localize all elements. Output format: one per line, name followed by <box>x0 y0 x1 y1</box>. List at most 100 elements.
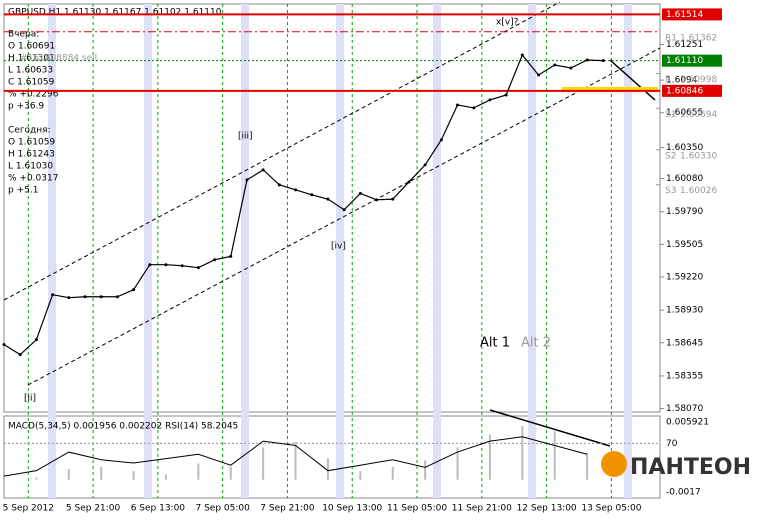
wave-label: x[v]? <box>496 18 519 28</box>
level-label: 1.60846 <box>666 86 703 96</box>
macd-bar <box>294 442 297 480</box>
info-line: p +36.9 <box>8 102 44 112</box>
macd-min-label: -0.0017 <box>666 488 701 498</box>
y-tick-label: 1.59790 <box>666 207 703 217</box>
pivot-value: 1.60998 <box>680 75 717 85</box>
pivot-name: S1 <box>665 110 676 120</box>
price-point <box>261 168 265 172</box>
price-point <box>180 264 184 268</box>
pivot-value: 1.60694 <box>680 110 717 120</box>
session-band <box>48 4 56 498</box>
pivot-name: S2 <box>665 151 676 161</box>
info-line: O 1.60691 <box>8 42 55 52</box>
macd-bar <box>424 460 427 480</box>
level-label: 1.61110 <box>666 56 703 66</box>
price-point <box>164 263 168 267</box>
price-point <box>51 293 55 297</box>
price-point <box>585 58 589 62</box>
y-tick-label: 1.58645 <box>666 338 703 348</box>
price-point <box>456 103 460 107</box>
alt-label: Alt 2 <box>521 336 551 351</box>
target-zone <box>562 87 658 92</box>
info-line: p +5.1 <box>8 186 38 196</box>
price-point <box>2 343 6 347</box>
info-line: H 1.61301 <box>8 54 55 64</box>
session-bands <box>48 4 632 498</box>
order-label: #151808884 sell <box>20 54 97 64</box>
price-point <box>553 63 557 67</box>
chart-title: GBPUSD,H1 1.61130 1.61167 1.61102 1.6111… <box>8 8 222 18</box>
macd-bar <box>326 458 329 480</box>
y-tick-label: 1.58070 <box>666 404 703 414</box>
pivot-name: P <box>665 75 671 85</box>
price-point <box>83 295 87 299</box>
level-box <box>662 8 722 21</box>
info-line: C 1.61059 <box>8 78 55 88</box>
macd-bar <box>488 434 491 480</box>
price-point <box>423 163 427 167</box>
price-point <box>213 258 217 262</box>
y-tick-label: 1.61251 <box>666 40 703 50</box>
x-tick-label: 7 Sep 05:00 <box>195 504 250 514</box>
level-label: 1.61514 <box>666 10 703 20</box>
macd-max-label: 0.005921 <box>666 418 709 428</box>
wave-label: [ii] <box>24 394 36 404</box>
x-tick-label: 5 Sep 2012 <box>3 504 54 514</box>
trend-line <box>609 59 656 101</box>
info-title: Сегодня: <box>8 126 51 136</box>
session-band <box>144 4 152 498</box>
price-point <box>196 266 200 270</box>
macd-bar <box>132 471 135 480</box>
logo-icon <box>601 451 627 477</box>
info-line: H 1.61243 <box>8 150 55 160</box>
channel-line <box>3 1 561 301</box>
grid <box>27 4 612 498</box>
info-line: L 1.60633 <box>8 66 53 76</box>
price-panel <box>3 3 661 413</box>
y-tick-label: 1.60080 <box>666 174 703 184</box>
x-tick-label: 10 Sep 13:00 <box>322 504 382 514</box>
x-tick-label: 5 Sep 21:00 <box>66 504 121 514</box>
indicator-panel <box>3 415 661 499</box>
price-point <box>148 263 152 267</box>
y-tick-label: 1.60655 <box>666 108 703 118</box>
price-point <box>34 338 38 342</box>
macd-bar <box>456 447 459 480</box>
price-point <box>326 197 330 201</box>
info-panel: Вчера: O 1.60691 H 1.61301 L 1.60633 C 1.610… <box>8 30 59 196</box>
price-point <box>67 296 71 300</box>
price-line <box>3 53 604 356</box>
info-line: % +0.0317 <box>8 174 58 184</box>
price-point <box>277 183 281 187</box>
pivot-value: 1.60026 <box>680 186 717 196</box>
x-tick-label: 6 Sep 13:00 <box>131 504 186 514</box>
y-tick-label: 1.60350 <box>666 143 703 153</box>
session-band <box>336 4 344 498</box>
macd-bar <box>359 471 362 480</box>
logo: ПАНТЕОН <box>630 455 751 480</box>
info-line: O 1.61059 <box>8 138 55 148</box>
price-point <box>245 178 249 182</box>
session-band <box>528 4 536 498</box>
divergence-line <box>489 409 611 447</box>
y-tick-label: 1.59220 <box>666 272 703 282</box>
price-point <box>132 288 136 292</box>
price-point <box>18 353 22 357</box>
price-point <box>358 191 362 195</box>
rsi-tick-label: 70 <box>666 439 678 449</box>
y-tick-label: 1.59505 <box>666 240 703 250</box>
session-band <box>241 4 249 498</box>
price-point <box>310 193 314 197</box>
macd-bar <box>35 477 38 480</box>
price-point <box>488 98 492 102</box>
info-title: Вчера: <box>8 30 39 40</box>
rsi-line <box>3 436 588 477</box>
price-point <box>391 197 395 201</box>
info-line: L 1.61030 <box>8 162 53 172</box>
x-tick-label: 11 Sep 21:00 <box>452 504 512 514</box>
macd-bar <box>3 474 5 480</box>
info-line: % +0.2296 <box>8 90 59 100</box>
macd-bar <box>229 466 232 480</box>
